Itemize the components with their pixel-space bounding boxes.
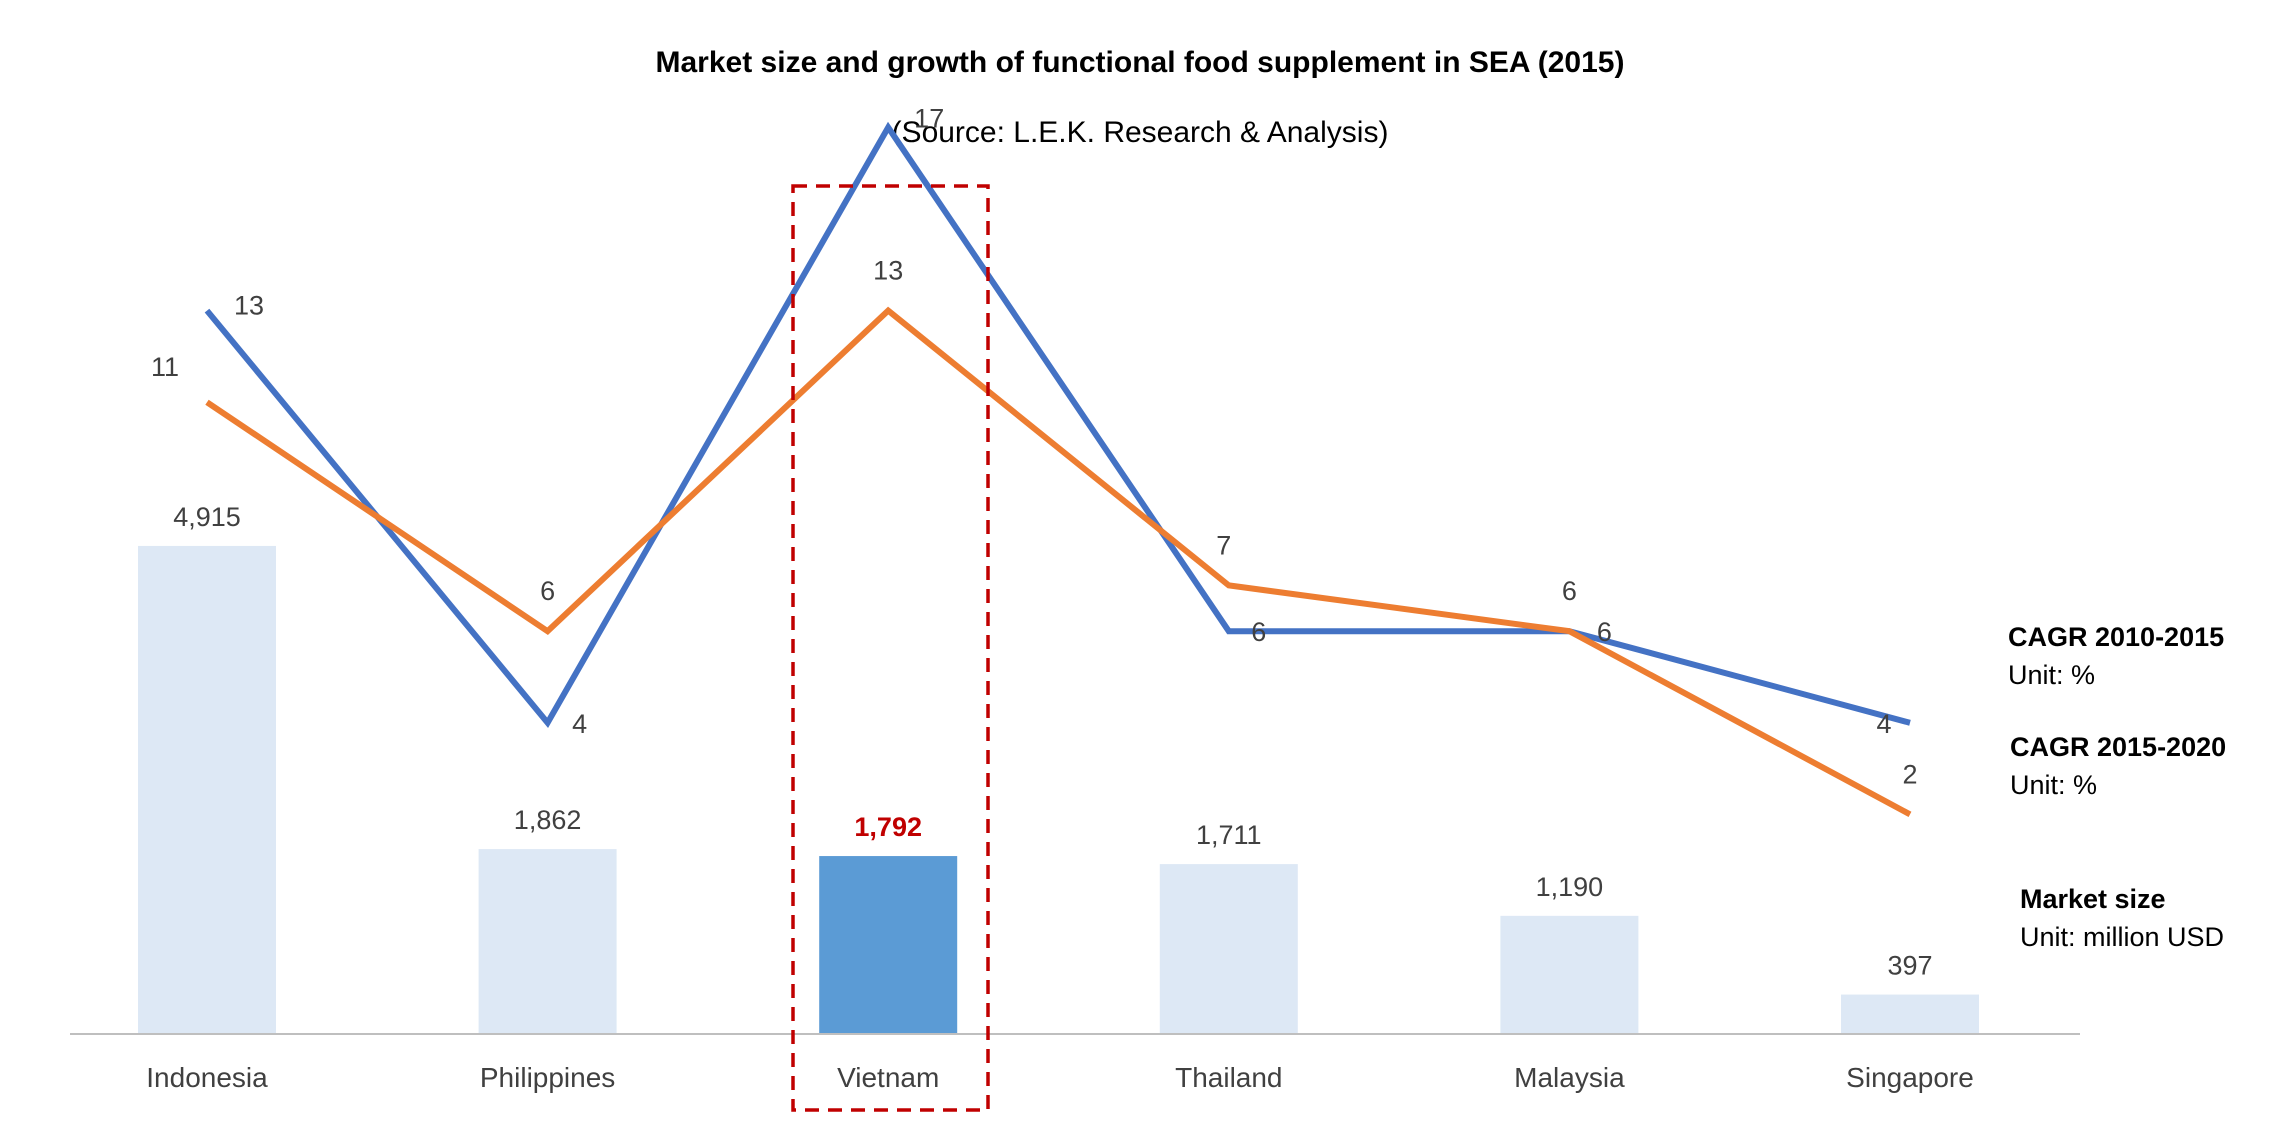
- x-tick-label-indonesia: Indonesia: [146, 1062, 268, 1093]
- bar-value-label-singapore: 397: [1887, 951, 1932, 981]
- bar-philippines: [478, 849, 617, 1034]
- legend-name-market-size: Market size: [2020, 884, 2166, 914]
- bar-value-label-thailand: 1,711: [1196, 820, 1262, 850]
- legend-unit-cagr-2010-2015: Unit: %: [2008, 660, 2095, 690]
- bar-malaysia: [1500, 915, 1639, 1034]
- bar-vietnam: [819, 856, 958, 1034]
- line-label-cagr-2010-2015-singapore: 4: [1876, 709, 1891, 739]
- highlight-box: [791, 184, 990, 1112]
- x-tick-label-philippines: Philippines: [480, 1062, 615, 1093]
- bar-value-label-indonesia: 4,915: [173, 502, 241, 532]
- legend-name-cagr-2010-2015: CAGR 2010-2015: [2008, 622, 2224, 652]
- series-line-cagr-2010-2015: [204, 121, 1911, 729]
- line-label-cagr-2015-2020-philippines: 6: [540, 576, 555, 606]
- legend: CAGR 2010-2015 Unit: % CAGR 2015-2020 Unit:…: [2008, 622, 2226, 952]
- chart-title: Market size and growth of functional foo…: [656, 46, 1625, 79]
- line-label-cagr-2010-2015-malaysia: 6: [1597, 617, 1612, 647]
- bar-value-label-philippines: 1,862: [514, 805, 582, 835]
- x-tick-label-singapore: Singapore: [1846, 1062, 1974, 1093]
- legend-name-cagr-2015-2020: CAGR 2015-2020: [2010, 732, 2226, 762]
- x-tick-label-malaysia: Malaysia: [1514, 1062, 1625, 1093]
- legend-unit-cagr-2015-2020: Unit: %: [2010, 770, 2097, 800]
- line-label-cagr-2015-2020-thailand: 7: [1216, 530, 1231, 560]
- bar-value-label-vietnam: 1,792: [854, 812, 922, 842]
- line-label-cagr-2010-2015-vietnam: 17: [914, 103, 944, 133]
- bars-layer: [138, 545, 1979, 1034]
- chart-subtitle: (Source: L.E.K. Research & Analysis): [892, 116, 1389, 149]
- line-label-cagr-2015-2020-vietnam: 13: [873, 256, 903, 286]
- line-label-cagr-2015-2020-indonesia: 11: [151, 352, 179, 382]
- line-label-cagr-2015-2020-singapore: 2: [1902, 759, 1917, 789]
- lines-layer: [204, 121, 1912, 818]
- legend-unit-market-size: Unit: million USD: [2020, 922, 2224, 952]
- bar-singapore: [1841, 994, 1979, 1034]
- x-tick-label-thailand: Thailand: [1175, 1062, 1282, 1093]
- line-label-cagr-2010-2015-philippines: 4: [572, 709, 587, 739]
- bar-thailand: [1159, 864, 1298, 1034]
- line-label-cagr-2010-2015-indonesia: 13: [234, 291, 264, 321]
- ticks-layer: Indonesia Philippines Vietnam Thailand Malay…: [146, 1062, 1974, 1093]
- x-tick-label-vietnam: Vietnam: [837, 1062, 939, 1093]
- line-label-cagr-2015-2020-malaysia: 6: [1562, 576, 1577, 606]
- line-label-cagr-2010-2015-thailand: 6: [1251, 617, 1266, 647]
- series-line-cagr-2015-2020: [205, 306, 1912, 818]
- bar-value-label-malaysia: 1,190: [1536, 872, 1604, 902]
- bar-indonesia: [138, 545, 276, 1034]
